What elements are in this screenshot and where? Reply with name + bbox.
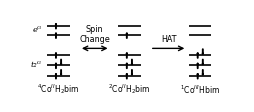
Text: $^1$Co$^{III}$Hbim: $^1$Co$^{III}$Hbim xyxy=(180,84,220,96)
Text: $^4$Co$^{II}$H$_2$bim: $^4$Co$^{II}$H$_2$bim xyxy=(37,82,80,96)
Text: Spin
Change: Spin Change xyxy=(79,25,110,44)
Text: eᴳ: eᴳ xyxy=(33,26,42,34)
Text: $^2$Co$^{II}$H$_2$bim: $^2$Co$^{II}$H$_2$bim xyxy=(108,82,150,96)
Text: HAT: HAT xyxy=(161,35,176,44)
Text: t₂ᴳ: t₂ᴳ xyxy=(30,61,42,69)
